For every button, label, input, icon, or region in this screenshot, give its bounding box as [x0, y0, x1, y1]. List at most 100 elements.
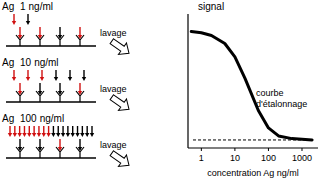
free-antigen [26, 14, 30, 25]
arrow-shaft [41, 70, 42, 78]
arrow-head [38, 91, 42, 95]
y-axis-label: signal [198, 1, 224, 12]
panel-concentration: 10ng/ml [20, 57, 59, 68]
free-antigen [42, 126, 46, 137]
wash-label: lavage [100, 28, 127, 38]
free-antigen [46, 126, 50, 137]
arrow-shaft [19, 139, 20, 148]
free-antigen [75, 126, 79, 137]
arrow-shaft [59, 83, 60, 92]
bound-antigen [58, 27, 62, 39]
x-tick-label: 10 [230, 153, 240, 163]
antibody [76, 91, 84, 102]
free-antigen [71, 126, 75, 137]
arrow-head [78, 147, 82, 151]
free-antigen [85, 126, 89, 137]
arrow-head [85, 133, 89, 137]
arrow-shaft [83, 70, 84, 78]
arrow-shaft [79, 139, 80, 148]
bound-antigen [78, 27, 82, 39]
arrow-head [82, 77, 86, 81]
panel: Ag100ng/mllavage [2, 113, 133, 171]
free-antigen [12, 70, 16, 81]
step-arrow [108, 36, 133, 60]
arrow-shaft [91, 126, 92, 134]
arrow-shaft [39, 27, 40, 36]
baseline [193, 139, 306, 140]
x-axis-label: concentration Ag ng/ml [207, 168, 299, 178]
figure: Ag1ng/mllavageAg10ng/mllavageAg100ng/mll… [0, 0, 320, 180]
x-tick-label: 1 [199, 153, 204, 163]
arrow-shaft [43, 126, 44, 134]
free-antigen [12, 14, 16, 25]
arrow-shaft [24, 126, 25, 134]
concentration-value: 100 [20, 113, 37, 124]
arrow-shaft [39, 83, 40, 92]
arrow-head [66, 133, 70, 137]
arrow-head [18, 147, 22, 151]
arrow-head [12, 77, 16, 81]
free-antigen [61, 126, 65, 137]
concentration-unit: ng/ml [34, 57, 58, 68]
arrow-shaft [82, 126, 83, 134]
arrow-shaft [59, 139, 60, 148]
free-antigen [40, 70, 44, 81]
free-antigen [37, 126, 41, 137]
arrow-shaft [33, 126, 34, 134]
arrow-head [12, 21, 16, 25]
annotation-line: d'étalonnage [256, 99, 307, 109]
concentration-value: 10 [20, 57, 32, 68]
arrow-head [38, 147, 42, 151]
arrow-head [26, 21, 30, 25]
antibody [36, 147, 44, 158]
arrow-shaft [79, 27, 80, 36]
panel-label: Ag [2, 113, 14, 124]
arrow-head [58, 91, 62, 95]
calibration-curve [191, 31, 312, 140]
arrow-head [40, 77, 44, 81]
annotation: courbed'étalonnage [256, 88, 307, 109]
free-antigen [54, 70, 58, 81]
free-antigen [51, 126, 55, 137]
x-tick [234, 148, 235, 151]
arrow-shaft [13, 70, 14, 78]
panel-concentration: 1ng/ml [20, 1, 53, 12]
arrow-shaft [19, 126, 20, 134]
arrow-shaft [69, 70, 70, 78]
y-axis [187, 14, 188, 148]
panel-concentration: 100ng/ml [20, 113, 64, 124]
arrow-shaft [14, 126, 15, 134]
concentration-unit: ng/ml [40, 113, 64, 124]
plot-area [191, 31, 312, 140]
arrow-head [42, 133, 46, 137]
arrow-head [32, 133, 36, 137]
antibody [56, 91, 64, 102]
free-antigen [26, 70, 30, 81]
arrow-head [18, 91, 22, 95]
free-antigen [27, 126, 31, 137]
bound-antigen [78, 139, 82, 151]
free-antigen [66, 126, 70, 137]
arrow-head [58, 147, 62, 151]
arrow-head [54, 77, 58, 81]
antibody [36, 91, 44, 102]
antibody [56, 147, 64, 158]
arrow-shaft [58, 126, 59, 134]
panel: Ag 1ng/ml lavage [2, 1, 133, 59]
panel-label: Ag [2, 1, 14, 12]
arrow-head [75, 133, 79, 137]
arrow-head [71, 133, 75, 137]
bound-antigen [18, 83, 22, 95]
arrow-head [80, 133, 84, 137]
panel: Ag10ng/mllavage [2, 57, 133, 115]
arrow-shaft [19, 83, 20, 92]
arrow-head [56, 133, 60, 137]
arrow-shaft [77, 126, 78, 134]
arrow-head [8, 133, 12, 137]
x-tick-label: 1000 [292, 153, 312, 163]
arrow-head [78, 91, 82, 95]
annotation-line: courbe [256, 88, 284, 98]
x-tick [301, 148, 302, 151]
bound-antigen [38, 83, 42, 95]
arrow-shaft [53, 126, 54, 134]
